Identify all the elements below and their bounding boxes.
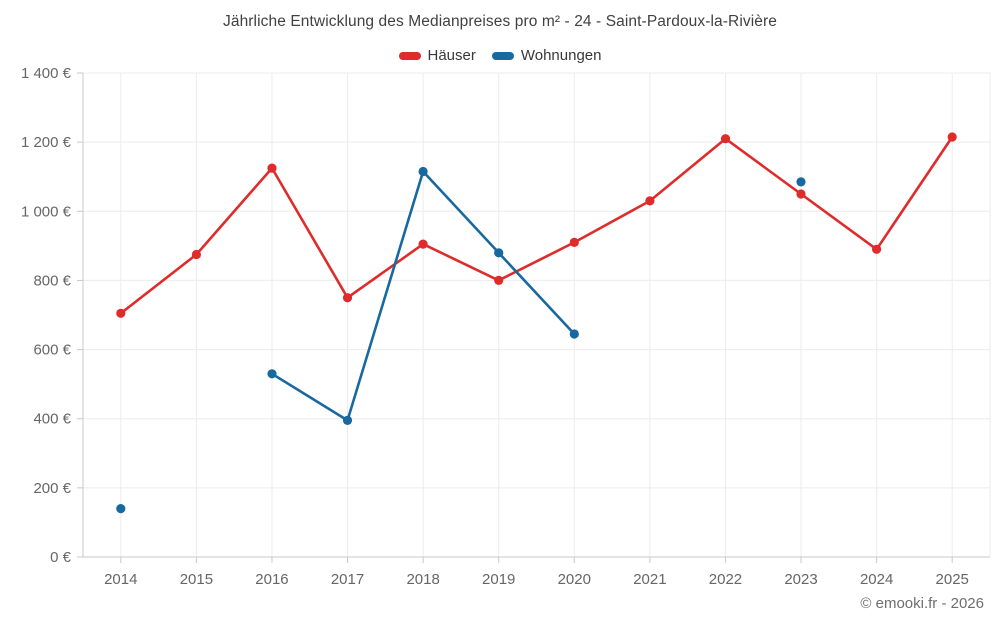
legend-label-wohnungen: Wohnungen [520, 47, 602, 64]
x-tick-label-2024: 2024 [860, 571, 893, 588]
series-hauser-point-2017 [342, 293, 353, 303]
series-hauser-point-2015 [191, 249, 201, 260]
series-hauser-point-2021 [645, 196, 655, 206]
watermark-credit: © emooki.fr - 2026 [860, 595, 984, 612]
x-tick-label-2022: 2022 [709, 571, 742, 588]
series-wohnungen-point-2020 [569, 329, 579, 339]
series-hauser-point-2023 [796, 189, 806, 199]
series-hauser-point-2020 [569, 237, 579, 247]
series-wohnungen-point-2017 [342, 415, 353, 425]
x-tick-label-2015: 2015 [180, 571, 213, 588]
series-hauser-point-2019 [494, 275, 504, 285]
series-hauser-line [119, 135, 954, 315]
y-tick-label: 800 € [33, 272, 71, 289]
legend-item-wohnungen[interactable]: Wohnungen [491, 47, 602, 64]
legend-swatch-wohnungen [491, 51, 514, 60]
series-hauser-point-2018 [418, 239, 428, 249]
legend-item-hauser[interactable]: Häuser [398, 47, 476, 64]
chart-title: Jährliche Entwicklung des Medianpreises … [223, 13, 777, 30]
series-hauser-point-2024 [872, 244, 882, 254]
series-wohnungen-point-2023 [796, 177, 806, 187]
x-tick-label-2020: 2020 [558, 571, 591, 588]
y-tick-label: 400 € [33, 411, 71, 428]
y-tick-label: 200 € [33, 480, 71, 497]
series-hauser-point-2016 [267, 163, 277, 173]
y-tick-label: 1 400 € [21, 65, 72, 82]
chart-legend: Häuser Wohnungen [0, 47, 1000, 64]
x-tick-label-2017: 2017 [331, 571, 364, 588]
series-hauser-point-2022 [720, 134, 731, 144]
series-wohnungen-point-2018 [418, 166, 428, 177]
x-tick-label-2014: 2014 [104, 571, 137, 588]
series-hauser-point-2025 [947, 132, 957, 142]
x-tick-label-2016: 2016 [255, 571, 288, 588]
series-wohnungen-point-2014 [116, 504, 126, 514]
y-tick-label: 1 200 € [21, 134, 72, 151]
legend-swatch-hauser [398, 51, 421, 60]
x-tick-label-2019: 2019 [482, 571, 515, 588]
series-wohnungen-point-2016 [267, 369, 277, 379]
x-tick-label-2021: 2021 [633, 571, 666, 588]
x-tick-label-2025: 2025 [936, 571, 969, 588]
y-tick-label: 0 € [50, 549, 72, 566]
x-tick-label-2023: 2023 [784, 571, 817, 588]
series-hauser-point-2014 [116, 308, 126, 318]
series-wohnungen-point-2019 [494, 248, 504, 258]
x-tick-label-2018: 2018 [406, 571, 439, 588]
legend-label-hauser: Häuser [427, 47, 476, 64]
y-tick-label: 600 € [33, 342, 71, 359]
y-tick-label: 1 000 € [21, 203, 72, 220]
